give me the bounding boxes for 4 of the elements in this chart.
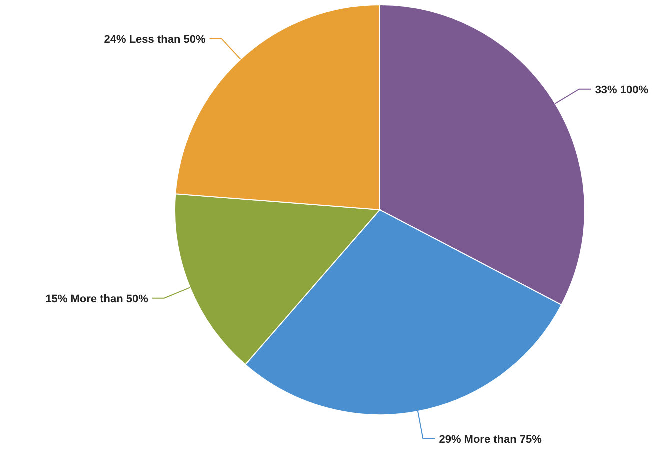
slice-label: 24% Less than 50% — [104, 34, 206, 46]
slice-label: 15% More than 50% — [46, 293, 149, 306]
slice-label: 33% 100% — [595, 84, 649, 96]
slice-label: 29% More than 75% — [439, 434, 542, 446]
